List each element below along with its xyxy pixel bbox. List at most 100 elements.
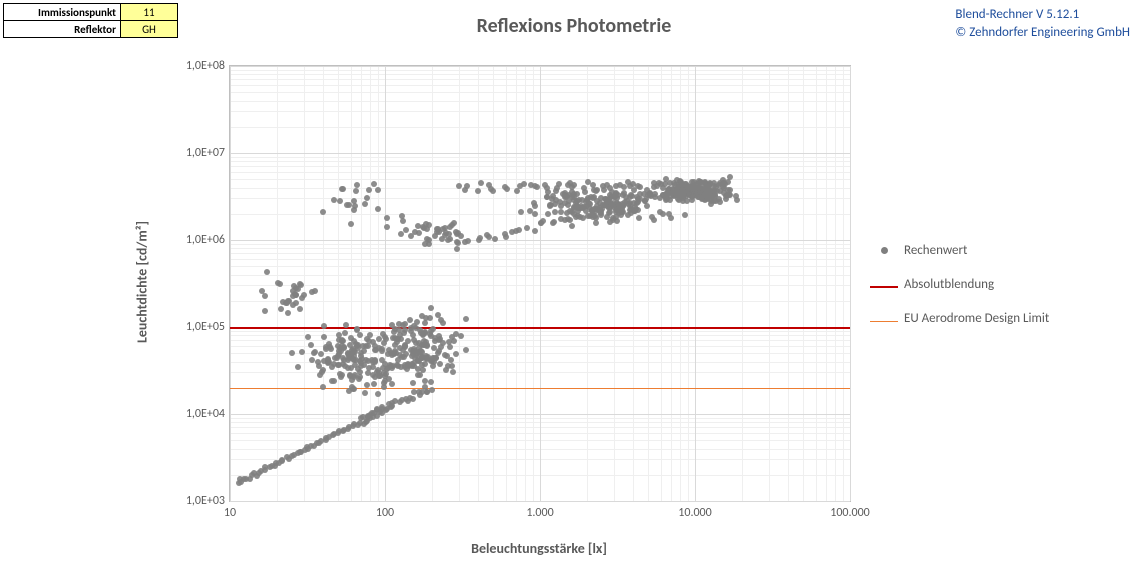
scatter-point: [356, 376, 362, 382]
scatter-point: [657, 209, 663, 215]
scatter-point: [355, 345, 361, 351]
scatter-point: [558, 203, 564, 209]
scatter-point: [606, 205, 612, 211]
scatter-point: [289, 350, 295, 356]
scatter-point: [649, 214, 655, 220]
scatter-point: [668, 215, 674, 221]
scatter-point: [635, 207, 641, 213]
scatter-point: [556, 181, 562, 187]
scatter-point: [398, 364, 404, 370]
scatter-point: [560, 191, 566, 197]
scatter-point: [532, 228, 538, 234]
scatter-point: [674, 177, 680, 183]
scatter-point: [571, 182, 577, 188]
scatter-point: [540, 218, 546, 224]
scatter-point: [415, 366, 421, 372]
scatter-point: [624, 198, 630, 204]
scatter-point: [376, 345, 382, 351]
scatter-point: [346, 388, 352, 394]
scatter-point: [379, 357, 385, 363]
scatter-point: [428, 305, 434, 311]
scatter-point: [532, 211, 538, 217]
legend-item-rechenwert: Rechenwert: [870, 242, 1049, 258]
scatter-point: [370, 372, 376, 378]
scatter-point: [734, 197, 740, 203]
scatter-point: [430, 355, 436, 361]
scatter-point: [407, 317, 413, 323]
scatter-point: [644, 203, 650, 209]
scatter-point: [453, 351, 459, 357]
scatter-point: [384, 215, 390, 221]
scatter-point: [590, 182, 596, 188]
scatter-point: [558, 216, 564, 222]
scatter-point: [445, 237, 451, 243]
scatter-point: [654, 183, 660, 189]
scatter-point: [524, 225, 530, 231]
scatter-point: [342, 363, 348, 369]
scatter-point: [400, 218, 406, 224]
scatter-point: [415, 357, 421, 363]
scatter-point: [553, 197, 559, 203]
scatter-point: [275, 280, 281, 286]
scatter-point: [585, 213, 591, 219]
scatter-point: [410, 380, 416, 386]
scatter-point: [589, 207, 595, 213]
scatter-point: [411, 323, 417, 329]
scatter-point: [437, 361, 443, 367]
scatter-point: [312, 288, 318, 294]
legend-label: Absolutblendung: [904, 277, 994, 292]
y-tick-label: 1,0E+07: [186, 146, 225, 160]
scatter-point: [619, 206, 625, 212]
scatter-point: [416, 230, 422, 236]
scatter-point: [278, 306, 284, 312]
scatter-point: [453, 331, 459, 337]
scatter-point: [726, 192, 732, 198]
scatter-point: [610, 215, 616, 221]
scatter-point: [293, 300, 299, 306]
scatter-point: [637, 196, 643, 202]
chart-title: Reflexions Photometrie: [0, 14, 1148, 38]
scatter-point: [569, 223, 575, 229]
scatter-point: [652, 191, 658, 197]
scatter-point: [545, 211, 551, 217]
scatter-point: [548, 202, 554, 208]
scatter-point: [365, 343, 371, 349]
y-tick-label: 1,0E+06: [186, 233, 225, 247]
scatter-point: [492, 236, 498, 242]
scatter-point: [397, 332, 403, 338]
scatter-point: [590, 195, 596, 201]
scatter-point: [577, 214, 583, 220]
scatter-point: [422, 320, 428, 326]
scatter-point: [375, 206, 381, 212]
scatter-point: [349, 350, 355, 356]
scatter-point: [285, 310, 291, 316]
y-tick-label: 1,0E+03: [186, 494, 225, 508]
legend-swatch-line: [870, 277, 898, 292]
scatter-point: [635, 183, 641, 189]
scatter-point: [362, 390, 368, 396]
scatter-point: [516, 227, 522, 233]
y-tick-label: 1,0E+05: [186, 320, 225, 334]
scatter-point: [423, 353, 429, 359]
scatter-point: [375, 391, 381, 397]
y-axis-title: Leuchtdichte [cd/m²]: [134, 221, 151, 343]
x-tick-label: 100.000: [830, 506, 870, 520]
scatter-point: [636, 215, 642, 221]
scatter-point: [454, 246, 460, 252]
scatter-point: [262, 308, 268, 314]
scatter-point: [565, 216, 571, 222]
scatter-point: [420, 331, 426, 337]
scatter-point: [331, 197, 337, 203]
scatter-point: [319, 369, 325, 375]
scatter-point: [682, 212, 688, 218]
scatter-point: [463, 316, 469, 322]
scatter-point: [700, 187, 706, 193]
legend-item-absolutblendung: Absolutblendung: [870, 276, 1049, 292]
scatter-point: [359, 356, 365, 362]
scatter-point: [365, 358, 371, 364]
scatter-point: [447, 344, 453, 350]
scatter-point: [295, 364, 301, 370]
scatter-point: [581, 185, 587, 191]
scatter-point: [410, 332, 416, 338]
scatter-point: [618, 212, 624, 218]
